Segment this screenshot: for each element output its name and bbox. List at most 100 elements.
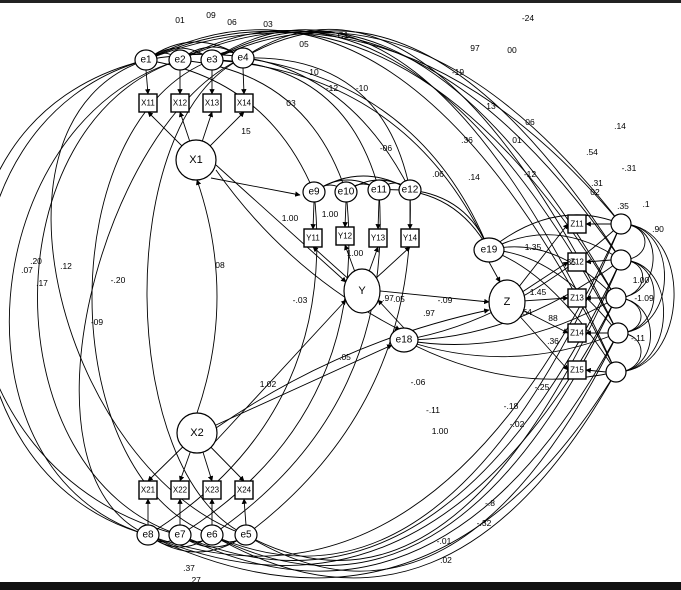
error-circle-right [605, 361, 627, 383]
top-border [0, 0, 681, 3]
error-circle-right [605, 287, 627, 309]
error-circle-right [607, 322, 629, 344]
covariance-arc [211, 29, 617, 373]
error-circle-e8 [136, 524, 160, 546]
error-circle-e1 [134, 49, 158, 71]
node-label-e5: e5 [240, 530, 252, 541]
covariance-arrow [196, 179, 218, 414]
path-coefficient: 01 [175, 15, 185, 25]
path-coefficient: -.32 [477, 518, 492, 528]
node-label-e6: e6 [206, 530, 218, 541]
path-coefficient: -.31 [622, 163, 637, 173]
covariance-arc [147, 371, 617, 579]
covariance-arc [615, 257, 664, 375]
covariance-arc [211, 297, 617, 566]
covariance-arc [242, 55, 412, 191]
covariance-arc [91, 59, 213, 536]
path-coefficient: 88 [548, 313, 558, 323]
indicator-box-x12 [170, 93, 190, 113]
path-coefficient: .35 [617, 201, 629, 211]
covariance-arc [378, 186, 490, 251]
latent-ellipse-y [343, 268, 381, 314]
path-coefficient: -09 [91, 317, 104, 327]
node-label-x11: X11 [141, 99, 155, 108]
node-label-x14: X14 [237, 99, 252, 108]
path-coefficient: 1.00 [633, 275, 650, 285]
path-coefficient: 00 [507, 45, 517, 55]
indicator-box-z11 [567, 214, 587, 234]
path-coefficient: .05 [393, 294, 405, 304]
indicator-box-z14 [567, 323, 587, 343]
path-coefficient: 1.45 [530, 287, 547, 297]
path-coefficient: -10 [356, 83, 369, 93]
covariance-arc [211, 30, 617, 299]
covariance-arc [211, 223, 622, 557]
node-label-y13: Y13 [371, 234, 386, 243]
node-label-e11: e11 [371, 185, 387, 196]
path-coefficient: 1.00 [432, 426, 449, 436]
node-label-y14: Y14 [403, 234, 418, 243]
bottom-border [0, 582, 681, 590]
path-coefficient: -.8 [485, 498, 495, 508]
path-coefficient: 1.35 [525, 242, 542, 252]
error-circle-e12 [398, 179, 422, 201]
path-coefficient: .36 [547, 336, 559, 346]
node-label-z12: Z12 [570, 258, 584, 267]
covariance-arc [403, 332, 619, 358]
path-coefficient: 08 [215, 260, 225, 270]
path-coefficient: 06 [525, 117, 535, 127]
path-coefficient: .36 [461, 135, 473, 145]
path-coefficient: .97 [423, 308, 435, 318]
node-label-e4: e4 [237, 53, 249, 64]
path-coefficient: .27 [189, 575, 201, 585]
path-coefficient: 03 [263, 19, 273, 29]
path-coefficient: .35 [564, 257, 576, 267]
path-coefficient: 09 [206, 10, 216, 20]
path-coefficient: .06 [432, 169, 444, 179]
covariance-arc [409, 187, 490, 251]
latent-ellipse-x2 [176, 412, 218, 454]
path-coefficient: .20 [30, 256, 42, 266]
node-label-e7: e7 [174, 530, 186, 541]
path-coefficient: .97 [382, 293, 394, 303]
error-circle-e19 [473, 237, 505, 263]
path-coefficient: .02 [440, 555, 452, 565]
covariance-arc [488, 249, 617, 373]
path-coefficient: 1.00 [282, 213, 299, 223]
node-label-x12: X12 [173, 99, 188, 108]
node-label-e2: e2 [174, 55, 186, 66]
node-label-e8: e8 [142, 530, 154, 541]
node-label-x22: X22 [173, 486, 188, 495]
covariance-arc [147, 534, 247, 553]
path-coefficient: .54 [520, 307, 532, 317]
structural-arrow [210, 177, 301, 197]
covariance-arc [403, 339, 617, 380]
node-label-y12: Y12 [338, 232, 353, 241]
indicator-box-y12 [335, 226, 355, 246]
covariance-arc [211, 32, 622, 225]
node-label-y: Y [358, 285, 366, 297]
node-label-e10: e10 [338, 187, 355, 198]
error-circle-right [610, 249, 632, 271]
path-coefficient: .54 [586, 147, 598, 157]
covariance-arc [0, 58, 181, 537]
path-coefficient: 1.00 [322, 209, 339, 219]
path-coefficient: -.20 [111, 275, 126, 285]
path-coefficient: 05 [299, 39, 309, 49]
path-coefficient: -06 [380, 143, 393, 153]
structural-arrow [213, 299, 347, 444]
indicator-box-x24 [234, 480, 254, 500]
structural-arrow [488, 261, 501, 283]
node-label-e1: e1 [140, 55, 152, 66]
node-label-x24: X24 [237, 486, 252, 495]
path-coefficient: 06 [227, 17, 237, 27]
error-circle-right [610, 213, 632, 235]
indicator-box-z12 [567, 252, 587, 272]
path-coefficient: .90 [652, 224, 664, 234]
path-coefficients: 01 09 06 03 05 C1 -24 00 97 -19 06 13 03 15 10 -12 -10 -0… [21, 10, 664, 585]
covariance-arc [145, 31, 617, 299]
covariance-arc [242, 30, 622, 261]
covariance-arc [615, 221, 675, 375]
path-coefficient: .12 [60, 261, 72, 271]
error-circle-e5 [234, 524, 258, 546]
